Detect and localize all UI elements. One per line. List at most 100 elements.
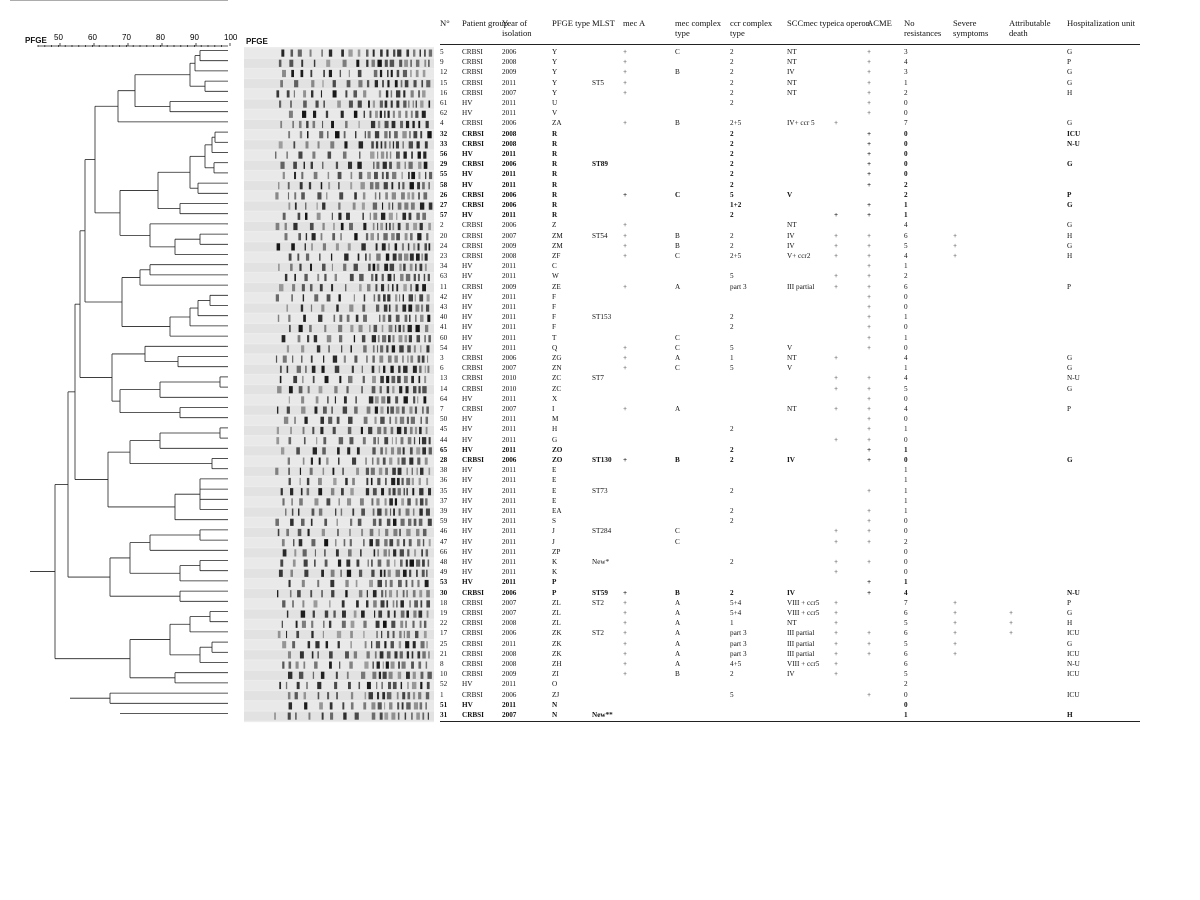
- gel-band: [424, 253, 428, 261]
- gel-band: [294, 273, 297, 282]
- gel-band: [419, 426, 422, 435]
- cell-unit: G: [1067, 639, 1073, 648]
- cell-ica: +: [834, 558, 839, 566]
- cell-ica: +: [834, 527, 839, 536]
- gel-band: [302, 426, 305, 435]
- cell-pfge: ZC: [552, 384, 562, 393]
- cell-meca: +: [623, 639, 628, 648]
- gel-band: [307, 386, 310, 394]
- cell-ccr: 1: [730, 619, 734, 628]
- cell-year: 2007: [502, 711, 517, 719]
- table-row: 4 CRBSI 2006 ZA + B 2+5 IV+ ccr 5 +7 G: [440, 118, 1140, 129]
- scale-tick-label: 80: [156, 33, 165, 42]
- gel-band: [303, 161, 305, 169]
- gel-band: [425, 661, 428, 669]
- gel-band: [406, 528, 411, 537]
- gel-band: [420, 600, 423, 608]
- gel-band: [406, 702, 411, 710]
- gel-band: [366, 477, 369, 486]
- gel-lane-shade: [244, 487, 434, 497]
- gel-band: [298, 233, 302, 241]
- gel-band: [412, 692, 416, 700]
- gel-band: [397, 488, 401, 496]
- gel-band: [314, 661, 318, 669]
- gel-band: [413, 131, 418, 139]
- gel-band: [350, 182, 353, 190]
- gel-band: [419, 488, 424, 496]
- gel-band: [282, 549, 287, 557]
- gel-band: [286, 151, 289, 159]
- cell-pfge: K: [552, 568, 558, 577]
- table-row: 27 CRBSI 2006 R 1+2 +1 G: [440, 200, 1140, 211]
- gel-band: [326, 498, 331, 506]
- gel-band: [363, 539, 365, 547]
- gel-band: [422, 69, 426, 78]
- cell-meca: +: [623, 252, 628, 260]
- gel-band: [377, 59, 382, 67]
- gel-band: [365, 457, 367, 465]
- gel-band: [399, 386, 403, 394]
- gel-band: [403, 151, 407, 159]
- cell-nores: 1: [904, 476, 908, 485]
- gel-band: [389, 131, 391, 139]
- gel-band: [330, 569, 335, 577]
- cell-nores: 2: [904, 272, 908, 281]
- cell-mecc: A: [675, 619, 681, 628]
- cell-group: HV: [462, 292, 473, 301]
- gel-band: [278, 263, 280, 271]
- cell-group: HV: [462, 568, 473, 577]
- gel-band: [404, 335, 408, 343]
- gel-band: [288, 131, 291, 139]
- gel-band: [405, 559, 408, 567]
- cell-nores: 0: [904, 415, 908, 424]
- gel-band: [311, 620, 314, 628]
- cell-meca: +: [623, 660, 628, 668]
- gel-band: [425, 549, 429, 557]
- gel-band: [335, 671, 338, 679]
- gel-band: [362, 437, 366, 445]
- cell-group: CRBSI: [462, 598, 483, 607]
- cell-acme: +: [867, 231, 872, 240]
- cell-group: CRBSI: [462, 588, 484, 597]
- gel-band: [277, 386, 282, 394]
- gel-band: [355, 131, 357, 139]
- gel-band: [377, 151, 379, 159]
- cell-unit: H: [1067, 231, 1073, 240]
- cell-pfge: H: [552, 425, 558, 434]
- gel-band: [367, 559, 369, 567]
- cell-nores: 5: [904, 619, 908, 628]
- cell-nores: 1: [904, 578, 908, 587]
- gel-band: [413, 386, 417, 394]
- gel-band: [321, 365, 325, 373]
- cell-n: 18: [440, 598, 448, 607]
- gel-band: [317, 681, 322, 690]
- gel-band: [395, 90, 401, 98]
- gel-band: [373, 69, 378, 78]
- gel-lane-shade: [244, 109, 434, 119]
- gel-band: [415, 630, 419, 639]
- gel-band: [401, 457, 406, 465]
- gel-band: [310, 304, 313, 312]
- gel-band: [377, 477, 381, 486]
- gel-band: [335, 549, 339, 557]
- gel-band: [410, 59, 412, 67]
- gel-band: [352, 477, 355, 486]
- gel-band: [340, 222, 344, 231]
- table-row: 40 HV 2011 F ST153 2 +1: [440, 312, 1140, 323]
- gel-band: [313, 171, 318, 180]
- cell-group: HV: [462, 445, 473, 454]
- gel-band: [425, 508, 430, 516]
- cell-meca: +: [623, 78, 628, 87]
- cell-scc: V: [787, 364, 793, 373]
- gel-band: [302, 549, 307, 557]
- gel-band: [303, 559, 308, 567]
- gel-band: [342, 702, 345, 710]
- gel-band: [394, 416, 398, 424]
- gel-band: [294, 202, 297, 210]
- gel-band: [388, 671, 393, 679]
- gel-band: [417, 579, 420, 588]
- cell-ccr: 2+5: [730, 119, 742, 128]
- gel-band: [417, 651, 421, 659]
- gel-band: [395, 406, 400, 414]
- cell-acme: +: [867, 139, 872, 148]
